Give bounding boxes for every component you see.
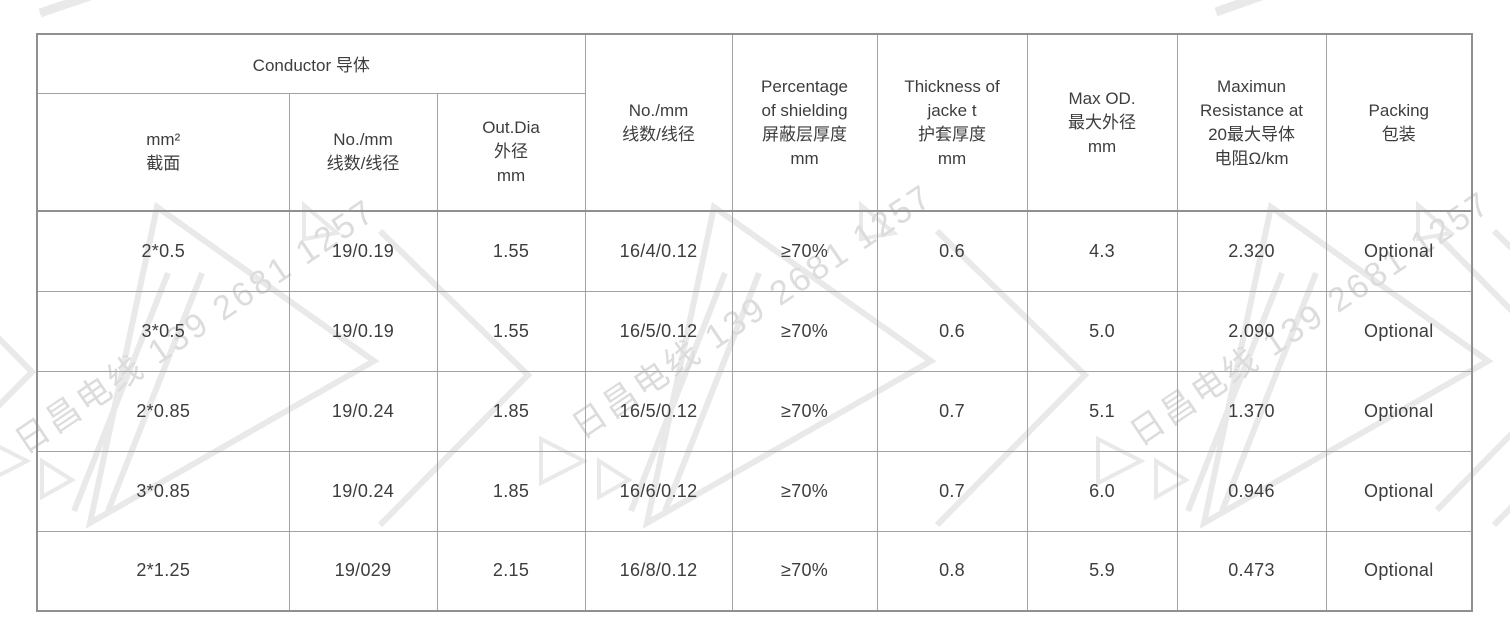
- table-row: 3*0.85 19/0.24 1.85 16/6/0.12 ≥70% 0.7 6…: [36, 450, 1473, 532]
- header-max-od: Max OD. 最大外径 mm: [1026, 33, 1178, 212]
- header-cross-section: mm² 截面: [36, 92, 290, 212]
- data-cell: ≥70%: [731, 450, 878, 532]
- data-cell: 3*0.5: [36, 290, 290, 372]
- watermark-tip-icon: [1214, 0, 1264, 17]
- data-cell: 1.370: [1176, 370, 1327, 452]
- header-max-resistance: Maximun Resistance at 20最大导体 电阻Ω/km: [1176, 33, 1327, 212]
- data-cell: ≥70%: [731, 370, 878, 452]
- data-cell: ≥70%: [731, 210, 878, 292]
- data-cell: 0.6: [876, 290, 1028, 372]
- data-cell: 16/8/0.12: [584, 530, 733, 612]
- data-cell: 1.55: [436, 290, 586, 372]
- data-cell: Optional: [1325, 450, 1473, 532]
- data-cell: 3*0.85: [36, 450, 290, 532]
- data-cell: 19/0.19: [288, 290, 438, 372]
- data-cell: 0.6: [876, 210, 1028, 292]
- spec-table-container: Conductor 导体 No./mm 线数/线径 Percentage of …: [36, 33, 1474, 612]
- header-conductor-strands: No./mm 线数/线径: [288, 92, 438, 212]
- watermark-tip-icon: [38, 0, 92, 18]
- data-cell: 4.3: [1026, 210, 1178, 292]
- header-packing: Packing 包装: [1325, 33, 1473, 212]
- header-jacket-thickness: Thickness of jacke t 护套厚度 mm: [876, 33, 1028, 212]
- header-shielding-percentage: Percentage of shielding 屏蔽层厚度 mm: [731, 33, 878, 212]
- data-cell: 0.7: [876, 370, 1028, 452]
- data-cell: Optional: [1325, 370, 1473, 452]
- data-cell: 2*0.85: [36, 370, 290, 452]
- data-cell: 2.320: [1176, 210, 1327, 292]
- data-cell: 5.9: [1026, 530, 1178, 612]
- header-conductor-group: Conductor 导体: [36, 33, 586, 94]
- data-cell: Optional: [1325, 530, 1473, 612]
- data-cell: 1.55: [436, 210, 586, 292]
- data-cell: 0.7: [876, 450, 1028, 532]
- data-cell: 16/6/0.12: [584, 450, 733, 532]
- watermark-chevron-icon: [0, 335, 37, 409]
- header-strand-count: No./mm 线数/线径: [584, 33, 733, 212]
- data-cell: ≥70%: [731, 530, 878, 612]
- data-cell: 6.0: [1026, 450, 1178, 532]
- data-cell: 5.0: [1026, 290, 1178, 372]
- cable-spec-table: Conductor 导体 No./mm 线数/线径 Percentage of …: [36, 33, 1474, 612]
- data-cell: 0.946: [1176, 450, 1327, 532]
- data-cell: 1.85: [436, 370, 586, 452]
- table-row: 3*0.5 19/0.19 1.55 16/5/0.12 ≥70% 0.6 5.…: [36, 290, 1473, 372]
- data-cell: 2*1.25: [36, 530, 290, 612]
- data-cell: 2.090: [1176, 290, 1327, 372]
- data-cell: 19/029: [288, 530, 438, 612]
- data-cell: Optional: [1325, 210, 1473, 292]
- data-cell: 0.473: [1176, 530, 1327, 612]
- table-row: 2*0.5 19/0.19 1.55 16/4/0.12 ≥70% 0.6 4.…: [36, 210, 1473, 292]
- data-cell: 5.1: [1026, 370, 1178, 452]
- data-cell: 19/0.24: [288, 370, 438, 452]
- header-out-dia: Out.Dia 外径 mm: [436, 92, 586, 212]
- data-cell: 2*0.5: [36, 210, 290, 292]
- data-cell: ≥70%: [731, 290, 878, 372]
- table-row: 2*1.25 19/029 2.15 16/8/0.12 ≥70% 0.8 5.…: [36, 530, 1473, 612]
- data-cell: 2.15: [436, 530, 586, 612]
- data-cell: 16/5/0.12: [584, 370, 733, 452]
- data-cell: 16/4/0.12: [584, 210, 733, 292]
- data-cell: 16/5/0.12: [584, 290, 733, 372]
- data-cell: 19/0.19: [288, 210, 438, 292]
- data-cell: Optional: [1325, 290, 1473, 372]
- table-row: 2*0.85 19/0.24 1.85 16/5/0.12 ≥70% 0.7 5…: [36, 370, 1473, 452]
- data-cell: 19/0.24: [288, 450, 438, 532]
- data-cell: 1.85: [436, 450, 586, 532]
- data-cell: 0.8: [876, 530, 1028, 612]
